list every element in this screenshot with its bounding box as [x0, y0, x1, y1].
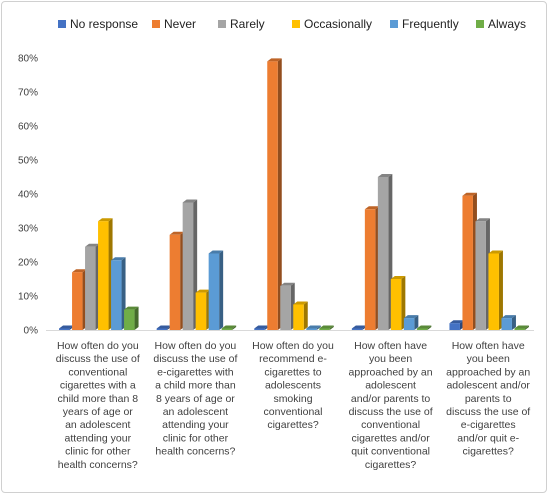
category-label: How often do you discuss the use of e-ciga…	[153, 340, 237, 458]
y-tick-label: 70%	[18, 88, 38, 99]
legend-item-always: Always	[476, 17, 526, 31]
bar-always	[124, 306, 139, 330]
chart-frame: No response Never Rarely Occasionally Freque…	[1, 1, 547, 493]
bar-rarely	[85, 243, 100, 330]
legend-swatch	[152, 20, 160, 28]
legend-label: Rarely	[230, 17, 265, 31]
bar-occasionally	[195, 289, 211, 330]
bar-never	[169, 231, 185, 330]
legend-label: Always	[488, 17, 526, 31]
y-tick-label: 10%	[18, 292, 38, 303]
legend-swatch	[218, 20, 226, 28]
bar-always	[319, 325, 334, 330]
legend-item-rarely: Rarely	[218, 17, 265, 31]
legend-swatch	[390, 20, 398, 28]
bar-never	[72, 269, 87, 330]
legend-item-never: Never	[152, 17, 196, 31]
bar-always	[416, 325, 432, 330]
legend-swatch	[476, 20, 484, 28]
bar-no-response	[254, 325, 269, 330]
y-tick-label: 80%	[18, 54, 38, 65]
bar-never	[364, 206, 380, 330]
x-axis: How often do you discuss the use of conven…	[56, 340, 531, 471]
category-label: How often have you been approached by an ad…	[349, 340, 433, 471]
bar-rarely	[377, 174, 393, 330]
bar-frequently	[403, 315, 419, 330]
bar-chart: No response Never Rarely Occasionally Freque…	[18, 17, 534, 471]
bar-no-response	[449, 320, 464, 330]
category-label: How often do you discuss the use of conven…	[56, 340, 140, 471]
legend-swatch	[58, 20, 66, 28]
bar-frequently	[111, 257, 126, 330]
y-tick-label: 30%	[18, 224, 38, 235]
y-tick-label: 50%	[18, 156, 38, 167]
bar-occasionally	[488, 250, 503, 330]
legend-label: Frequently	[402, 17, 459, 31]
bar-rarely	[475, 218, 490, 330]
bar-always	[221, 325, 237, 330]
y-tick-label: 0%	[24, 326, 39, 337]
bar-frequently	[501, 315, 516, 330]
bar-rarely	[280, 282, 295, 330]
y-tick-label: 40%	[18, 190, 38, 201]
bar-rarely	[182, 199, 198, 330]
y-axis: 0% 10% 20% 30% 40% 50% 60% 70% 80%	[18, 54, 534, 337]
legend-swatch	[292, 20, 300, 28]
legend-item-occasionally: Occasionally	[292, 17, 372, 31]
category-label: How often do you recommend e-cigarettes t…	[252, 340, 334, 431]
bar-frequently	[208, 250, 224, 330]
bar-frequently	[306, 325, 321, 330]
category-label: How often have you been approached by an ad…	[446, 340, 530, 458]
y-tick-label: 20%	[18, 258, 38, 269]
bar-always	[514, 325, 529, 330]
legend-item-no-response: No response	[58, 17, 138, 31]
bar-no-response	[156, 325, 172, 330]
bar-never	[267, 58, 282, 331]
legend: No response Never Rarely Occasionally Freque…	[58, 17, 526, 31]
bar-occasionally	[98, 218, 113, 330]
bars	[59, 58, 529, 331]
bar-occasionally	[293, 301, 308, 330]
y-tick-label: 60%	[18, 122, 38, 133]
legend-label: Never	[164, 17, 196, 31]
legend-item-frequently: Frequently	[390, 17, 459, 31]
bar-never	[462, 192, 477, 330]
bar-occasionally	[390, 276, 406, 330]
bar-no-response	[351, 325, 367, 330]
legend-label: No response	[70, 17, 138, 31]
bar-no-response	[59, 325, 74, 330]
legend-label: Occasionally	[304, 17, 372, 31]
